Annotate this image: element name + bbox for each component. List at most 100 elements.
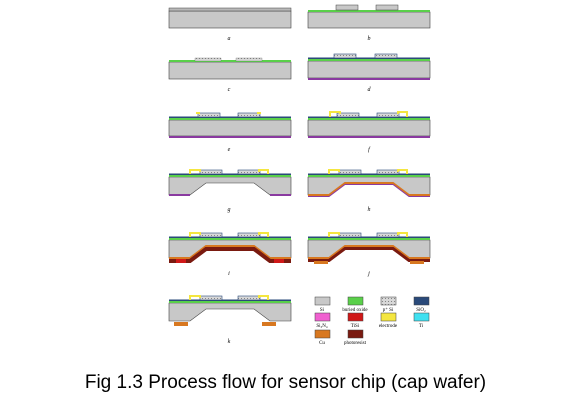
backside-orange-layer bbox=[308, 182, 430, 196]
tisi-block bbox=[176, 259, 186, 263]
step-a-diagram bbox=[168, 7, 292, 29]
buried-oxide-layer bbox=[169, 238, 291, 240]
step-label-c: c bbox=[228, 87, 231, 93]
p-si-pad bbox=[335, 4, 359, 11]
electrode-pad bbox=[257, 112, 261, 114]
sio2-layer bbox=[308, 57, 430, 59]
electrode-line bbox=[258, 295, 269, 300]
electrode-line bbox=[328, 232, 340, 237]
legend-swatch-si bbox=[314, 296, 331, 306]
buried-oxide-layer bbox=[169, 60, 291, 62]
legend-swatch-ti bbox=[413, 312, 430, 322]
legend-swatch-buried-oxide bbox=[347, 296, 364, 306]
p-si-region bbox=[194, 57, 222, 62]
si-substrate bbox=[168, 61, 292, 80]
legend-label-si: Si bbox=[320, 308, 325, 313]
legend-swatch-si3n4 bbox=[314, 312, 331, 322]
backside-nitride bbox=[308, 136, 430, 138]
sio2-layer bbox=[308, 116, 430, 118]
buried-oxide-layer bbox=[308, 175, 430, 177]
buried-oxide-layer bbox=[308, 238, 430, 240]
step-c-diagram bbox=[168, 57, 292, 80]
p-si-region bbox=[336, 112, 360, 118]
tisi-block bbox=[274, 259, 284, 263]
si-substrate bbox=[307, 119, 431, 137]
sio2-layer bbox=[169, 236, 291, 238]
electrode-line bbox=[258, 232, 269, 237]
backside-nitride bbox=[169, 136, 291, 138]
p-si-region bbox=[237, 232, 261, 238]
p-si-region bbox=[237, 295, 261, 301]
step-label-h: h bbox=[368, 207, 371, 213]
step-label-i: i bbox=[228, 271, 230, 277]
electrode-line bbox=[189, 169, 201, 174]
legend-swatch-sio2 bbox=[413, 296, 430, 306]
figure-caption: Fig 1.3 Process flow for sensor chip (ca… bbox=[84, 372, 487, 393]
p-si-region bbox=[376, 232, 400, 238]
sio2-layer bbox=[169, 299, 291, 301]
buried-oxide-layer bbox=[169, 118, 291, 120]
buried-oxide-layer bbox=[169, 175, 291, 177]
step-label-f: f bbox=[368, 146, 371, 153]
electrode-line bbox=[328, 169, 340, 174]
cu-pad bbox=[174, 322, 188, 326]
legend-label-sio2: SiO₂ bbox=[416, 308, 426, 313]
sio2-layer bbox=[169, 116, 291, 118]
step-label-b: b bbox=[368, 36, 371, 42]
step-label-d: d bbox=[368, 87, 372, 93]
legend-label-tisi: TiSi bbox=[351, 324, 360, 329]
step-label-k: k bbox=[228, 339, 231, 345]
buried-oxide-layer bbox=[308, 10, 430, 12]
buried-oxide-layer bbox=[308, 59, 430, 61]
backside-nitride bbox=[308, 78, 430, 80]
backside-nitride bbox=[308, 184, 430, 197]
cu-pad bbox=[410, 261, 424, 264]
legend-swatch-tisi bbox=[347, 312, 364, 322]
si-substrate bbox=[168, 10, 292, 29]
p-si-region bbox=[376, 169, 400, 175]
si-substrate-with-cavity bbox=[168, 302, 292, 322]
legend-label-ti: Ti bbox=[419, 324, 424, 329]
buried-oxide-layer bbox=[308, 118, 430, 120]
photoresist-layer bbox=[169, 247, 291, 263]
electrode-line bbox=[189, 232, 201, 237]
buried-oxide-layer bbox=[168, 7, 292, 12]
legend-swatch-p-si bbox=[380, 296, 397, 306]
legend-label-cu: Cu bbox=[319, 341, 325, 346]
p-si-pad bbox=[375, 4, 399, 11]
si-substrate bbox=[307, 60, 431, 79]
electrode-line bbox=[329, 111, 341, 117]
p-si-region bbox=[338, 169, 362, 175]
p-si-region bbox=[199, 232, 223, 238]
step-e-diagram bbox=[168, 112, 292, 138]
step-d-diagram bbox=[307, 53, 431, 80]
step-label-e: e bbox=[228, 147, 231, 153]
p-si-region bbox=[237, 112, 261, 118]
legend-label-photoresist: photoresist bbox=[344, 341, 367, 346]
sio2-layer bbox=[169, 173, 291, 175]
step-b-diagram bbox=[307, 4, 431, 29]
electrode-line bbox=[397, 169, 408, 174]
step-label-j: j bbox=[367, 271, 370, 277]
p-si-region bbox=[197, 112, 221, 118]
legend-label-si3n4: Si₃N₄ bbox=[316, 324, 328, 329]
si-substrate bbox=[168, 119, 292, 137]
step-h-diagram bbox=[307, 169, 431, 197]
legend-swatch-photoresist bbox=[347, 329, 364, 339]
legend-label-buried-oxide: buried oxide bbox=[342, 308, 368, 313]
p-si-region bbox=[376, 112, 400, 118]
p-si-region bbox=[374, 53, 398, 59]
p-si-region bbox=[333, 53, 357, 59]
p-si-region bbox=[235, 57, 263, 62]
step-k-diagram bbox=[168, 295, 292, 326]
p-si-region bbox=[237, 169, 261, 175]
step-label-a: a bbox=[228, 36, 231, 42]
p-si-region bbox=[199, 295, 223, 301]
legend-label-p-si: p⁺ Si bbox=[383, 307, 394, 313]
si-substrate-with-cavity bbox=[307, 176, 431, 196]
electrode-pad bbox=[196, 112, 200, 114]
step-label-g: g bbox=[228, 207, 231, 213]
step-i-diagram bbox=[168, 232, 292, 263]
electrode-line bbox=[397, 232, 408, 237]
legend-label-electrode: electrode bbox=[379, 324, 398, 329]
